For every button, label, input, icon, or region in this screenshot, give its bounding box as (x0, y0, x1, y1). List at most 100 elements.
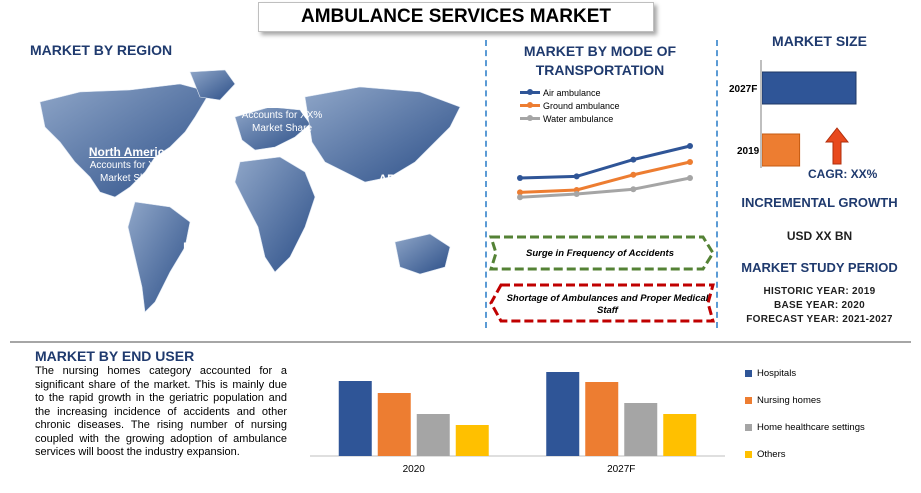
driver-arrow (488, 235, 715, 271)
transport-line-chart (517, 143, 693, 201)
legend-hospitals: Hospitals (745, 360, 865, 387)
divider-left (485, 40, 487, 328)
australia-shape (394, 233, 451, 275)
end-user-heading: MARKET BY END USER (35, 348, 195, 364)
divider-right (716, 40, 718, 328)
cagr-label: CAGR: XX% (808, 167, 878, 181)
restraint-arrow (489, 283, 715, 323)
eu-bar-2020-2 (416, 414, 450, 456)
legend-nursing-homes-label: Nursing homes (757, 395, 821, 406)
greenland-shape (189, 69, 236, 101)
eu-tick-label-0: 2020 (403, 464, 426, 475)
callout-rest-of-world: Rest of World Accounts for XX% Market Sh… (160, 238, 284, 282)
eu-bar-2020-3 (455, 425, 489, 456)
market-size-chart (762, 71, 857, 167)
legend-water-label: Water ambulance (543, 113, 614, 124)
line-point-2-1 (573, 191, 580, 197)
line-point-2-0 (517, 194, 523, 201)
asia-shape (304, 86, 461, 183)
legend-ground-label: Ground ambulance (543, 100, 620, 111)
forecast-year: FORECAST YEAR: 2021-2027 (746, 314, 893, 325)
callout-apac-name: APAC (378, 172, 412, 186)
legend-home-healthcare: Home healthcare settings (745, 414, 865, 441)
legend-nursing-homes-swatch (745, 397, 752, 404)
line-point-0-0 (517, 175, 523, 181)
africa-shape (234, 156, 316, 273)
line-point-1-3 (687, 159, 693, 165)
legend-others: Others (745, 441, 865, 468)
legend-air-label: Air ambulance (543, 87, 601, 98)
callout-north-america-name: North America (88, 145, 172, 159)
end-user-description: The nursing homes category accounted for… (35, 365, 287, 458)
end-user-bar-chart: 2020 2027F (310, 372, 725, 475)
europe-shape (234, 106, 311, 151)
world-map (39, 69, 461, 313)
end-user-legend: Hospitals Nursing homes Home healthcare … (745, 360, 865, 468)
line-point-2-3 (687, 175, 693, 181)
base-year: BASE YEAR: 2020 (773, 300, 866, 311)
cagr-arrow-icon (825, 127, 849, 165)
restraint-text: Shortage of Ambulances and Proper Medica… (506, 293, 709, 316)
legend-others-label: Others (757, 449, 786, 460)
transport-heading: MARKET BY MODE OF TRANSPORTATION (490, 42, 710, 80)
legend-air-swatch (520, 89, 540, 95)
callout-north-america-line1: Accounts for XX% (89, 160, 171, 171)
transport-legend: Air ambulance Ground ambulance Water amb… (520, 86, 620, 125)
historic-year: HISTORIC YEAR: 2019 (763, 286, 876, 297)
legend-hospitals-swatch (745, 370, 752, 377)
incremental-value: USD XX BN (786, 229, 853, 243)
line-point-1-2 (630, 171, 637, 178)
callout-rest-of-world-line2: Market Share (191, 268, 253, 279)
eu-tick-label-1: 2027F (607, 464, 635, 475)
callout-europe-line1: Accounts for XX% (241, 110, 323, 121)
line-point-2-2 (630, 186, 637, 193)
size-bar-2027F (762, 71, 857, 105)
line-series-1 (519, 160, 691, 194)
eu-bar-2027F-2 (624, 403, 658, 456)
legend-ground-swatch (520, 102, 540, 108)
legend-home-healthcare-swatch (745, 424, 752, 431)
incremental-heading: INCREMENTAL GROWTH (741, 195, 898, 210)
legend-ground: Ground ambulance (520, 99, 620, 112)
line-series-0 (519, 144, 691, 180)
south-america-shape (127, 201, 191, 313)
callout-apac-line2: Market Share (364, 200, 426, 211)
eu-bar-2027F-0 (546, 372, 580, 456)
study-period-heading: MARKET STUDY PERIOD (741, 260, 898, 275)
callout-rest-of-world-name: Rest of World (183, 240, 261, 254)
eu-bar-2027F-3 (663, 414, 697, 456)
legend-water-swatch (520, 115, 540, 121)
market-size-heading: MARKET SIZE (772, 33, 867, 49)
callout-apac: APAC Accounts for XX% Market Share (333, 170, 457, 214)
north-america-shape (39, 83, 211, 198)
legend-home-healthcare-label: Home healthcare settings (757, 422, 865, 433)
legend-others-swatch (745, 451, 752, 458)
callout-north-america: North America Accounts for XX% Market Sh… (67, 143, 193, 187)
page-title: AMBULANCE SERVICES MARKET (258, 2, 654, 32)
eu-bar-2020-1 (377, 393, 411, 456)
line-point-0-2 (630, 156, 637, 163)
legend-nursing-homes: Nursing homes (745, 387, 865, 414)
callout-north-america-line2: Market Share (99, 173, 161, 184)
eu-bar-2027F-1 (585, 382, 619, 456)
market-size-axis (760, 60, 762, 168)
legend-air: Air ambulance (520, 86, 620, 99)
section-divider (10, 341, 911, 343)
legend-hospitals-label: Hospitals (757, 368, 797, 379)
callout-rest-of-world-line1: Accounts for XX% (181, 255, 263, 266)
line-point-0-3 (687, 143, 693, 149)
eu-bar-2020-0 (338, 381, 372, 456)
transport-heading-line2: TRANSPORTATION (535, 62, 665, 78)
transport-heading-line1: MARKET BY MODE OF (523, 43, 677, 59)
line-point-1-0 (517, 189, 523, 196)
callout-europe: Europe Accounts for XX% Market Share (220, 93, 344, 137)
legend-water: Water ambulance (520, 112, 620, 125)
driver-text: Surge in Frequency of Accidents (526, 248, 674, 259)
callout-europe-line2: Market Share (251, 123, 313, 134)
line-point-0-1 (573, 173, 580, 180)
market-size-label-2027: 2027F (729, 84, 758, 95)
callout-europe-name: Europe (261, 95, 303, 109)
line-series-2 (519, 176, 691, 199)
region-heading: MARKET BY REGION (30, 42, 173, 58)
callout-apac-line1: Accounts for XX% (354, 187, 436, 198)
